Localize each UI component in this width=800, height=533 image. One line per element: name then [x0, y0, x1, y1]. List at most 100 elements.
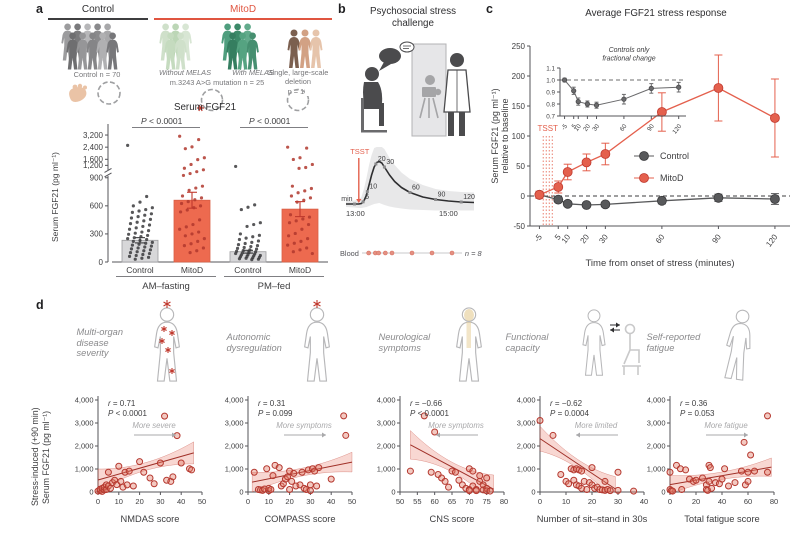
svg-text:30: 30: [386, 159, 394, 166]
svg-text:4,000: 4,000: [377, 396, 396, 405]
svg-text:0.7: 0.7: [546, 113, 555, 120]
svg-text:20: 20: [135, 497, 143, 506]
nmdas-scatter-chart: 4,000 3,000 2,000 1,000 00 10 20 30 40 50 r = 0.71…: [75, 396, 206, 524]
fatigue-body-icon: [723, 309, 750, 381]
deletion-caption: Single, large-scale deletion n = 15: [267, 68, 329, 96]
svg-text:20: 20: [579, 232, 592, 245]
control-underline: [48, 18, 148, 20]
svg-text:3,200: 3,200: [83, 131, 104, 140]
svg-text:P = 0.053: P = 0.053: [680, 409, 715, 418]
melas-caption: m.3243 A>G mutation n = 25: [169, 78, 265, 87]
svg-text:2,000: 2,000: [647, 442, 666, 451]
svg-text:4,000: 4,000: [647, 396, 666, 405]
svg-text:Control: Control: [234, 265, 262, 275]
svg-text:100: 100: [512, 132, 526, 141]
svg-text:13:00: 13:00: [346, 209, 365, 218]
svg-text:0: 0: [531, 488, 535, 497]
svg-text:5: 5: [365, 194, 369, 201]
svg-text:1,600: 1,600: [83, 155, 104, 164]
speech-bubble-icon: [379, 41, 415, 71]
with-melas-caption: With MELAS: [232, 68, 274, 77]
svg-text:Control: Control: [660, 151, 689, 161]
panel-c-label: c: [486, 2, 493, 16]
svg-text:0: 0: [99, 258, 104, 267]
panel-c-title: Average FGF21 stress response: [585, 8, 727, 19]
controls-inset-chart: 1.1 1.0 0.9 0.8 0.7 -5 510 20 30 60 90 120 Controls …: [546, 47, 686, 136]
svg-text:10: 10: [265, 497, 273, 506]
svg-text:0: 0: [89, 488, 93, 497]
svg-text:MitoD: MitoD: [660, 173, 684, 183]
svg-text:5: 5: [553, 232, 563, 241]
mitod-group-header: MitoD: [229, 4, 257, 15]
svg-text:0: 0: [391, 488, 395, 497]
evaluator-icon: [443, 53, 471, 136]
svg-text:10: 10: [369, 184, 377, 191]
panel-a: a Control MitoD Control n = 70 Without M…: [30, 2, 335, 298]
svg-text:120: 120: [764, 232, 780, 248]
svg-text:150: 150: [512, 102, 526, 111]
svg-text:r = −0.62: r = −0.62: [550, 399, 583, 408]
neurological-label: Neurological symptoms: [378, 332, 431, 353]
svg-text:PM–fed: PM–fed: [258, 281, 291, 292]
svg-text:0: 0: [246, 497, 250, 506]
svg-text:3,000: 3,000: [377, 419, 396, 428]
svg-text:0: 0: [521, 192, 526, 201]
blood-label: Blood: [340, 248, 359, 258]
svg-text:10: 10: [562, 497, 570, 506]
control-caption: Control n = 70: [73, 70, 121, 79]
panel-a-label: a: [36, 2, 43, 16]
melas-mtdna-icon: [197, 88, 224, 112]
svg-text:90: 90: [710, 232, 723, 245]
svg-text:2,000: 2,000: [517, 442, 536, 451]
svg-text:-50: -50: [513, 222, 525, 231]
svg-text:Time from onset of stress (min: Time from onset of stress (minutes): [585, 258, 734, 269]
deletion-mtdna-icon: [286, 88, 314, 112]
svg-text:More symptoms: More symptoms: [428, 421, 484, 430]
svg-text:120: 120: [463, 194, 475, 201]
svg-text:1,000: 1,000: [517, 465, 536, 474]
svg-text:0.9: 0.9: [546, 89, 555, 96]
panel-b: b Psychosocial stress challenge: [338, 2, 486, 294]
svg-text:65: 65: [448, 497, 456, 506]
control-group-header: Control: [81, 4, 115, 15]
svg-text:50: 50: [516, 162, 525, 171]
svg-text:r = 0.71: r = 0.71: [108, 399, 136, 408]
deletion-crowd-icon: [287, 29, 323, 68]
without-melas-caption: Without MELAS: [158, 68, 212, 77]
svg-text:1,000: 1,000: [225, 465, 244, 474]
svg-text:60: 60: [412, 185, 420, 192]
svg-text:0.8: 0.8: [546, 101, 555, 108]
svg-text:3,000: 3,000: [647, 419, 666, 428]
svg-text:Total fatigue score: Total fatigue score: [684, 514, 759, 524]
svg-text:-5: -5: [560, 123, 569, 132]
svg-text:20: 20: [285, 497, 293, 506]
svg-text:More limited: More limited: [575, 421, 618, 430]
svg-text:TSST: TSST: [537, 124, 558, 133]
svg-text:TSST: TSST: [350, 147, 370, 156]
multiorgan-label: Multi-organ disease severity: [76, 326, 124, 359]
sample-size-label: n = 8: [464, 248, 482, 258]
column-fatigue: Self-reported fatigue 4,000 3,000 2,000 1,0…: [628, 298, 780, 533]
fatigue-scatter-chart: 4,000 3,000 2,000 1,000 00 20 40 60 80 r = 0.36P …: [647, 396, 778, 524]
svg-text:Serum FGF21 (pg ml⁻¹)relative: Serum FGF21 (pg ml⁻¹)relative to baselin…: [490, 88, 510, 183]
svg-text:More fatigue: More fatigue: [704, 421, 748, 430]
mitod-crowd-icon: [159, 23, 259, 70]
autonomic-label: Autonomic dysregulation: [226, 332, 282, 353]
column-autonomic: Autonomic dysregulation 4,000 3,000 2,000 1…: [206, 298, 358, 533]
bar-chart-title: Serum FGF21: [173, 102, 237, 113]
svg-text:1,000: 1,000: [377, 465, 396, 474]
panel-b-label: b: [338, 2, 346, 16]
tissue-icon: [69, 87, 87, 102]
svg-text:Control: Control: [126, 265, 154, 275]
mutation-star-icon: [197, 104, 204, 112]
control-crowd-icon: [61, 23, 119, 70]
svg-text:2,000: 2,000: [225, 442, 244, 451]
cns-scatter-chart: 4,000 3,000 2,000 1,000 050 55 60 65 70 75 80 r = −…: [377, 396, 508, 524]
svg-text:P = 0.0004: P = 0.0004: [550, 409, 589, 418]
camera-icon: [419, 75, 442, 119]
svg-text:0: 0: [538, 497, 542, 506]
